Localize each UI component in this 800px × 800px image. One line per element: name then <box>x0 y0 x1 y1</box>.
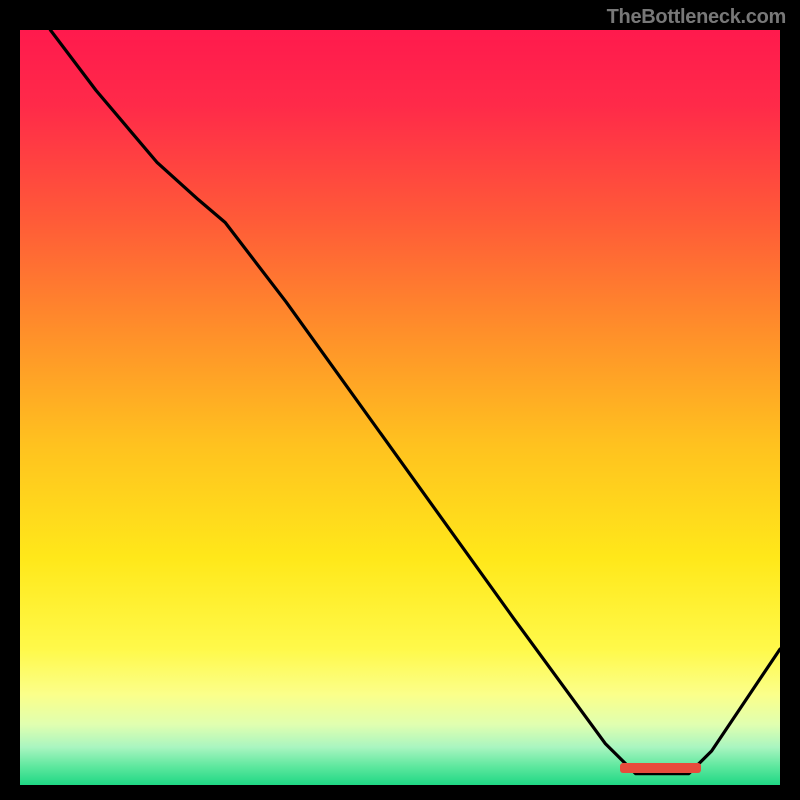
watermark-text: TheBottleneck.com <box>607 6 786 29</box>
legend-marker <box>620 763 701 773</box>
plot-area <box>20 30 780 785</box>
curve-line <box>20 30 780 785</box>
